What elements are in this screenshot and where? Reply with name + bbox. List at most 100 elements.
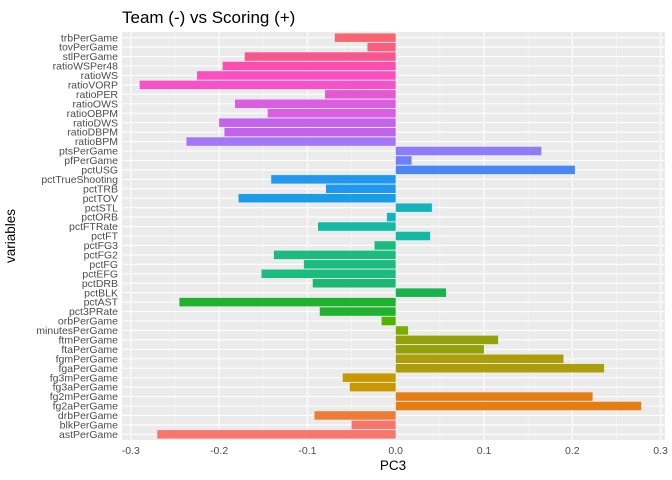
bar-pctORB (386, 212, 396, 222)
x-tick-label: -0.1 (298, 445, 316, 457)
x-tick-label: 0.0 (388, 445, 403, 457)
y-tick-label: pctORB (81, 212, 118, 224)
bar-pctUSG (395, 165, 575, 175)
y-tick-label: ratioWSPer48 (53, 61, 119, 73)
bar-fg2aPerGame (395, 401, 642, 411)
bar-fgmPerGame (395, 354, 564, 364)
y-tick-label: fg3mPerGame (50, 372, 118, 384)
y-tick-label: minutesPerGame (36, 325, 118, 337)
bar-pctAST (179, 297, 396, 307)
y-tick-label: pctAST (84, 297, 119, 309)
y-tick-label: pctBLK (84, 287, 118, 299)
x-tick-label: 0.1 (477, 445, 492, 457)
bar-pctFG3 (374, 241, 396, 250)
bar-fg3aPerGame (349, 382, 396, 392)
bar-pctTrueShooting (271, 175, 396, 184)
y-tick-label: astPerGame (59, 429, 118, 441)
y-tick-label: drbPerGame (58, 410, 118, 422)
bar-pfPerGame (395, 156, 412, 165)
y-tick-label: ftmPerGame (58, 334, 118, 346)
bar-ratioBPM (186, 137, 396, 146)
bar-pctSTL (395, 203, 432, 212)
y-tick-label: ratioVORP (68, 79, 118, 91)
x-tick-label: -0.3 (122, 445, 140, 457)
bar-ftaPerGame (395, 345, 484, 354)
bar-pctTRB (325, 184, 396, 194)
bar-ratioVORP (139, 80, 396, 90)
y-tick-label: fg2mPerGame (50, 391, 118, 403)
bar-ratioPER (325, 90, 396, 99)
bar-trbPerGame (334, 33, 396, 42)
y-tick-label: ftaPerGame (61, 344, 118, 356)
bar-orbPerGame (381, 316, 396, 326)
y-tick-label: fgmPerGame (56, 353, 119, 365)
bar-pct3PRate (319, 307, 396, 316)
bar-pctFTRate (318, 222, 396, 231)
y-tick-label: ratioDWS (73, 117, 118, 129)
y-tick-label: pctTOV (83, 193, 118, 205)
y-tick-label: ratioBPM (75, 136, 118, 148)
bar-pctFT (395, 231, 431, 241)
bar-ratioOBPM (267, 108, 396, 118)
y-tick-label: pctFG2 (84, 249, 119, 261)
y-tick-label: pctTRB (83, 183, 118, 195)
bar-astPerGame (157, 430, 396, 439)
bar-pctTOV (238, 193, 396, 203)
bar-pctFG (303, 260, 396, 269)
bar-pctDRB (312, 278, 396, 288)
y-tick-label: pct3PRate (69, 306, 118, 318)
y-tick-label: ratioOWS (72, 98, 118, 110)
y-tick-label: tovPerGame (59, 42, 118, 54)
bar-stlPerGame (244, 52, 396, 61)
bar-pctEFG (261, 269, 396, 279)
x-axis-title: PC3 (380, 458, 406, 473)
bar-ratioDBPM (224, 127, 396, 137)
bar-pctBLK (395, 288, 447, 297)
y-tick-label: pfPerGame (64, 155, 118, 167)
bar-blkPerGame (351, 420, 396, 430)
bar-ratioWS (197, 71, 396, 80)
y-tick-label: ratioOBPM (67, 108, 118, 120)
y-tick-label: pctFG (89, 259, 118, 271)
bar-ptsPerGame (395, 146, 542, 156)
y-tick-label: fg2aPerGame (53, 401, 119, 413)
y-tick-label: pctFTRate (69, 221, 118, 233)
x-tick-label: 0.2 (565, 445, 580, 457)
y-tick-label: pctDRB (82, 278, 118, 290)
bar-ratioWSPer48 (222, 61, 396, 71)
y-tick-label: ratioDBPM (67, 127, 118, 139)
y-tick-label: pctSTL (85, 202, 118, 214)
y-tick-label: trbPerGame (61, 32, 118, 44)
bar-drbPerGame (314, 411, 396, 420)
bar-tovPerGame (367, 42, 396, 52)
y-axis-title: variables (3, 209, 18, 263)
y-tick-label: pctEFG (82, 268, 118, 280)
y-tick-label: fg3aPerGame (53, 382, 119, 394)
y-tick-label: pctFT (91, 231, 118, 243)
x-tick-label: -0.2 (210, 445, 228, 457)
y-tick-labels: astPerGameblkPerGamedrbPerGamefg2aPerGam… (36, 32, 118, 441)
bars (139, 33, 642, 439)
bar-ratioOWS (235, 99, 396, 109)
y-tick-label: blkPerGame (60, 419, 119, 431)
bar-ratioDWS (219, 118, 396, 127)
y-tick-label: orbPerGame (58, 316, 118, 328)
bar-fgaPerGame (395, 363, 605, 373)
y-tick-label: stlPerGame (63, 51, 119, 63)
bar-pctFG2 (273, 250, 396, 260)
y-tick-label: fgaPerGame (58, 363, 118, 375)
y-tick-label: ratioPER (76, 89, 118, 101)
bar-ftmPerGame (395, 335, 499, 345)
bar-fg2mPerGame (395, 392, 593, 401)
chart-title: Team (-) vs Scoring (+) (122, 8, 295, 27)
y-tick-label: ratioWS (81, 70, 118, 82)
y-tick-label: ptsPerGame (59, 146, 118, 158)
bar-minutesPerGame (395, 326, 409, 335)
bar-fg3mPerGame (342, 373, 396, 382)
y-tick-label: pctUSG (81, 164, 118, 176)
y-tick-label: pctFG3 (84, 240, 119, 252)
x-tick-labels: -0.3 -0.2 -0.1 0.0 0.1 0.2 0.3 (122, 445, 668, 457)
x-tick-label: 0.3 (653, 445, 668, 457)
y-tick-label: pctTrueShooting (41, 174, 118, 186)
